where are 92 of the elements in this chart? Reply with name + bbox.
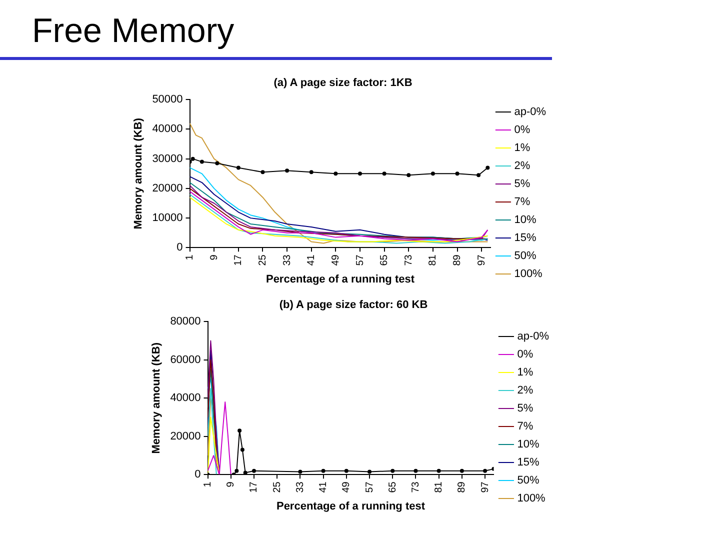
x-tick-label: 25 (272, 481, 283, 493)
point (406, 173, 411, 178)
point (321, 468, 326, 473)
x-tick-label: 41 (306, 254, 318, 266)
x-tick-label: 9 (208, 254, 220, 260)
legend-label: 1% (514, 142, 530, 154)
point (476, 173, 481, 178)
y-axis-title: Memory amount (KB) (132, 118, 145, 230)
legend-label: 50% (514, 250, 536, 262)
legend-label: 0% (514, 124, 530, 136)
point (382, 172, 386, 176)
x-tick-label: 49 (341, 481, 352, 493)
point (190, 156, 195, 161)
y-tick-label: 40000 (152, 123, 183, 136)
legend-label: 100% (514, 268, 543, 280)
x-tick-label: 49 (330, 254, 342, 266)
point (309, 170, 314, 174)
point (455, 172, 460, 176)
point (344, 468, 348, 473)
x-axis-title: Percentage of a running test (266, 273, 415, 286)
legend-label: 0% (517, 348, 534, 361)
x-axis-title: Percentage of a running test (276, 500, 426, 512)
y-tick-label: 20000 (152, 182, 183, 194)
x-tick-label: 97 (476, 254, 488, 266)
legend-label: 2% (517, 384, 534, 397)
y-tick-label: 60000 (170, 354, 201, 366)
point (285, 168, 290, 173)
x-tick-label: 89 (452, 254, 464, 266)
point (390, 468, 395, 473)
x-tick-label: 9 (226, 481, 237, 488)
legend-label: 10% (514, 214, 536, 226)
y-axis-title: Memory amount (KB) (150, 342, 163, 454)
y-tick-label: 0 (194, 468, 201, 481)
point (298, 470, 302, 474)
x-tick-label: 81 (428, 254, 439, 266)
point (236, 166, 240, 170)
legend-label: 7% (517, 420, 534, 433)
x-tick-label: 17 (248, 481, 260, 493)
x-tick-label: 65 (387, 481, 398, 493)
point (240, 448, 244, 452)
legend-label: 15% (514, 232, 536, 244)
point (215, 161, 220, 166)
y-tick-label: 0 (176, 242, 183, 254)
point (252, 468, 256, 473)
y-tick-label: 10000 (152, 212, 183, 224)
y-tick-label: 50000 (152, 94, 183, 106)
legend-label: 10% (517, 438, 540, 451)
point (430, 172, 435, 176)
legend-label: 5% (517, 402, 534, 415)
y-tick-label: 80000 (170, 316, 201, 328)
point (486, 166, 490, 170)
y-tick-label: 40000 (170, 392, 201, 404)
legend-label: 5% (514, 178, 530, 190)
legend-label: 7% (514, 196, 530, 208)
x-tick-label: 25 (257, 254, 268, 266)
point (334, 172, 338, 176)
point (200, 160, 204, 164)
legend-label: ap-0% (514, 106, 546, 118)
point (414, 468, 418, 473)
chart-subtitle: (a) A page size factor: 1KB (272, 76, 414, 90)
point (368, 470, 372, 474)
x-tick-label: 89 (456, 481, 468, 493)
x-tick-label: 97 (480, 481, 491, 493)
point (358, 172, 362, 176)
x-tick-label: 17 (233, 254, 244, 266)
point (483, 468, 488, 473)
x-tick-label: 1 (202, 481, 214, 488)
x-tick-label: 33 (282, 254, 293, 266)
x-tick-label: 57 (364, 481, 376, 493)
point (238, 428, 242, 433)
point (436, 468, 441, 473)
y-tick-label: 30000 (152, 152, 183, 165)
point (260, 170, 265, 174)
chart-title: (b) A page size factor: 60 KB (278, 298, 429, 312)
x-tick-label: 33 (294, 481, 306, 493)
point (234, 468, 239, 473)
legend-label: 2% (514, 160, 530, 172)
y-tick-label: 20000 (170, 430, 201, 442)
point (460, 468, 464, 473)
x-tick-label: 57 (354, 254, 366, 266)
legend-label: 50% (517, 474, 540, 487)
x-tick-label: 1 (184, 254, 196, 260)
x-tick-label: 81 (434, 481, 445, 493)
legend-label: 100% (517, 492, 546, 505)
legend-label: 15% (517, 456, 540, 469)
legend-label: ap-0% (517, 330, 550, 343)
chart-title: Free Memory (0, 12, 552, 60)
x-tick-label: 65 (379, 254, 390, 266)
x-tick-label: 73 (403, 254, 414, 266)
legend-label: 1% (517, 366, 534, 379)
x-tick-label: 41 (318, 481, 330, 493)
x-tick-label: 73 (410, 481, 422, 493)
